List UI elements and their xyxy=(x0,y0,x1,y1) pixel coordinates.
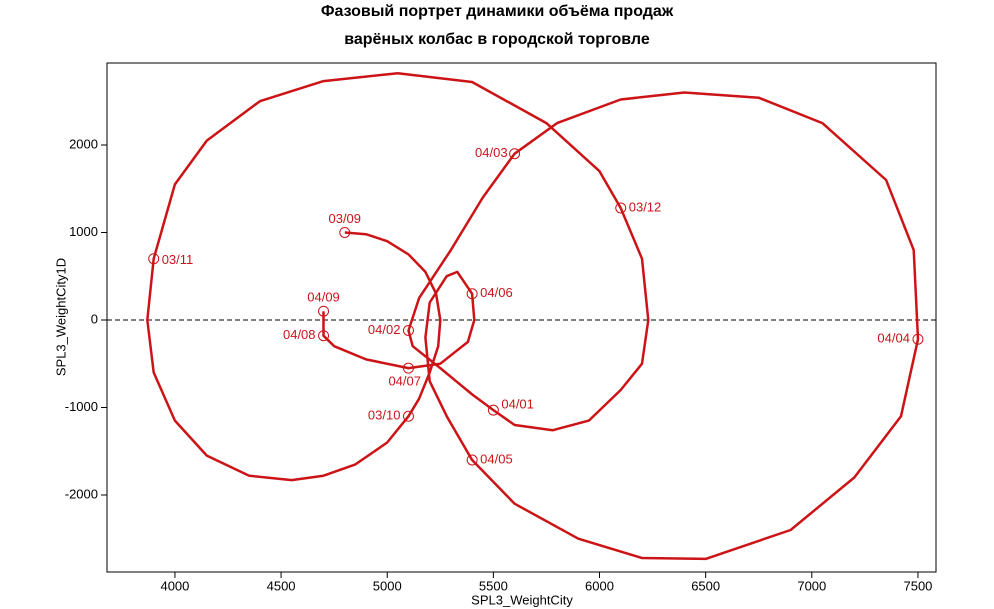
point xyxy=(402,362,414,374)
point-label: 04/02 xyxy=(368,322,401,337)
y-tick-label: -2000 xyxy=(65,486,98,501)
point-label: 03/11 xyxy=(162,252,194,267)
point-label: 03/12 xyxy=(629,199,662,214)
chart-title: Фазовый портрет динамики объёма продаж xyxy=(321,3,674,20)
x-tick-label: 4000 xyxy=(160,578,189,593)
point xyxy=(402,324,414,336)
point-label: 04/09 xyxy=(307,290,340,305)
point-label: 04/06 xyxy=(480,285,513,300)
y-axis-label: SPL3_WeightCity1D xyxy=(53,258,68,376)
x-tick-label: 6500 xyxy=(691,578,720,593)
point-label: 04/08 xyxy=(283,327,316,342)
chart-title: варёных колбас в городской торговле xyxy=(344,31,650,48)
point xyxy=(148,253,160,265)
point xyxy=(466,288,478,300)
x-axis-label: SPL3_WeightCity xyxy=(471,592,573,607)
point xyxy=(615,202,627,214)
point-label: 03/09 xyxy=(328,211,361,226)
point xyxy=(402,410,414,422)
x-tick-label: 6000 xyxy=(585,578,614,593)
point-label: 03/10 xyxy=(368,408,401,423)
point xyxy=(487,404,499,416)
point xyxy=(466,454,478,466)
y-tick-label: 1000 xyxy=(69,224,98,239)
point-label: 04/03 xyxy=(475,145,508,160)
plot-frame xyxy=(106,62,937,573)
x-tick-label: 4500 xyxy=(267,578,296,593)
point-label: 04/07 xyxy=(388,374,421,389)
x-tick-label: 7500 xyxy=(903,578,932,593)
point-label: 04/04 xyxy=(877,331,910,346)
point-label: 04/01 xyxy=(501,397,534,412)
x-tick-label: 5000 xyxy=(373,578,402,593)
point xyxy=(318,305,330,317)
y-tick-label: 0 xyxy=(91,311,98,326)
x-tick-label: 5500 xyxy=(479,578,508,593)
y-tick-label: 2000 xyxy=(69,136,98,151)
point xyxy=(318,330,330,342)
x-tick-label: 7000 xyxy=(797,578,826,593)
point-label: 04/05 xyxy=(480,451,513,466)
point xyxy=(912,333,924,345)
y-tick-label: -1000 xyxy=(65,399,98,414)
point xyxy=(339,226,351,238)
trajectory xyxy=(146,71,920,561)
point xyxy=(509,148,521,160)
